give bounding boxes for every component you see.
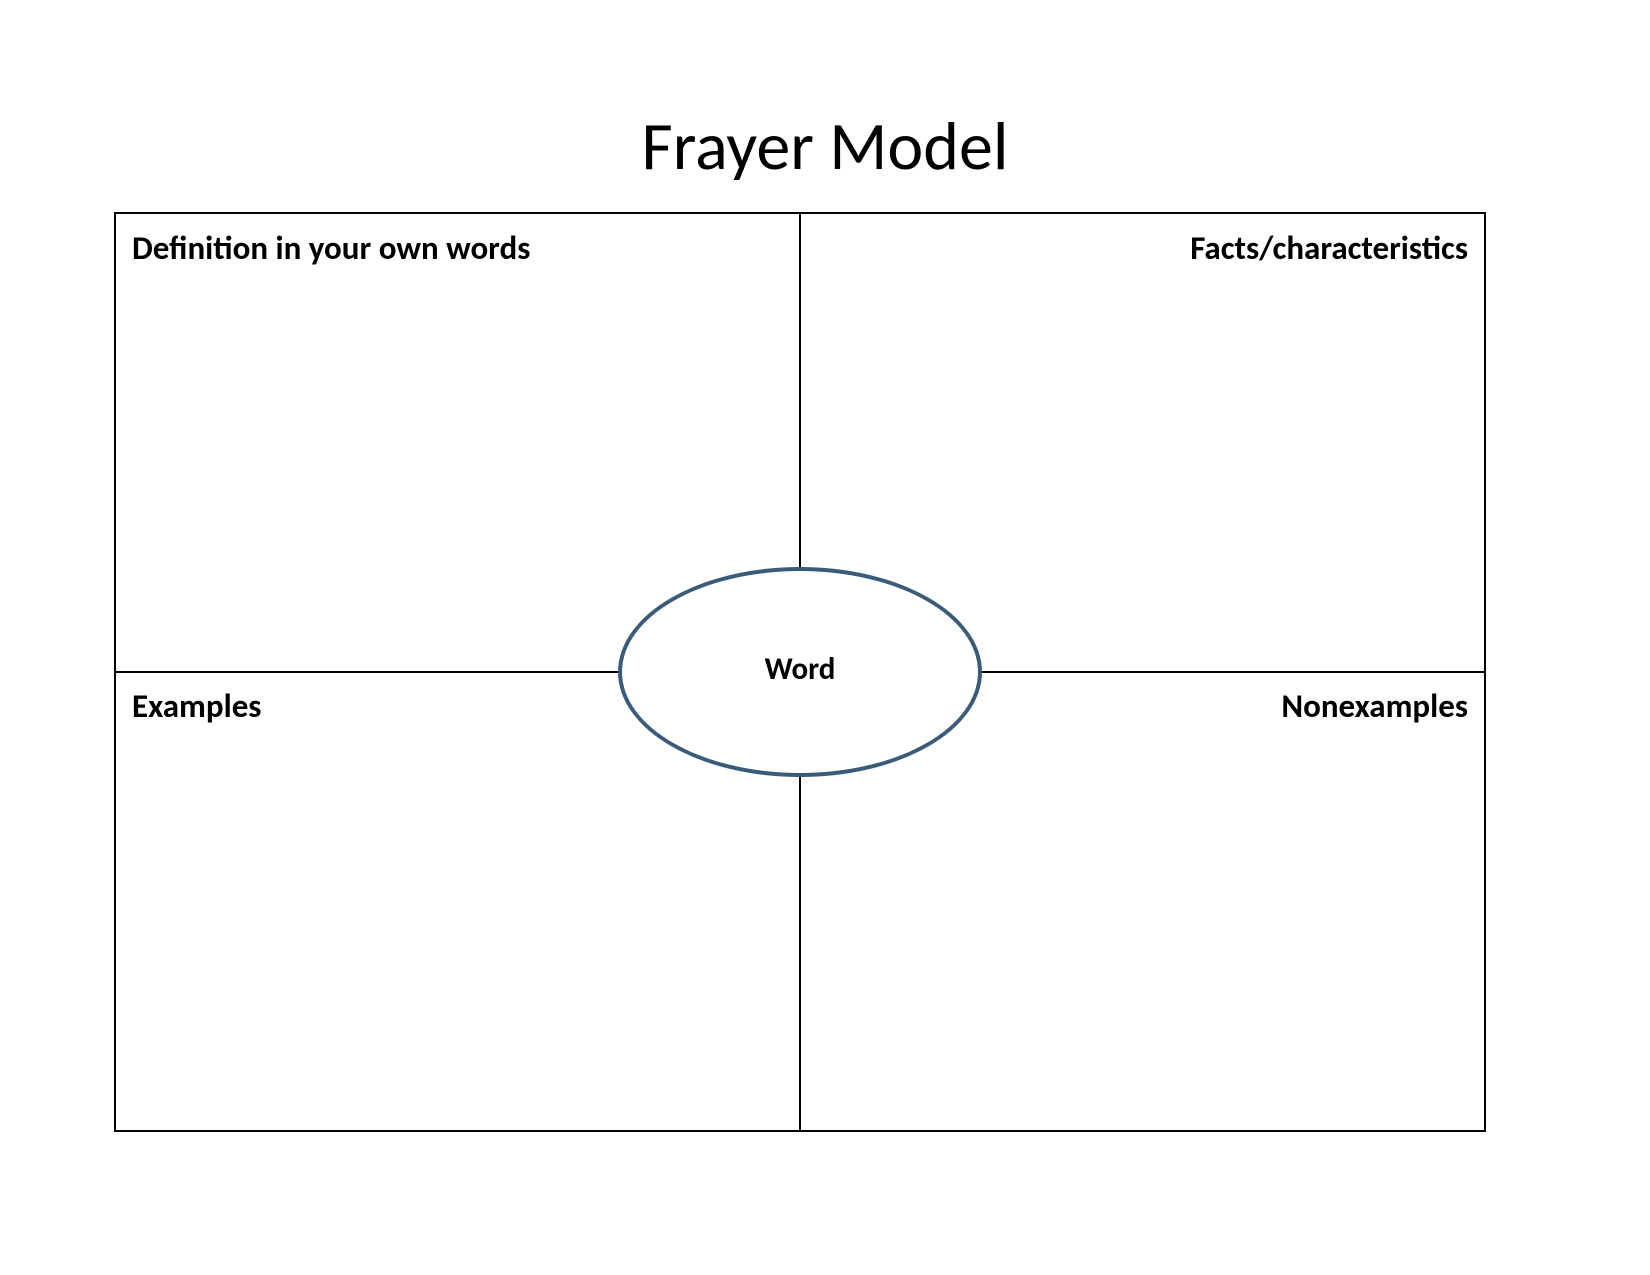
quadrant-label-nonexamples: Nonexamples (1281, 686, 1468, 726)
quadrant-label-examples: Examples (132, 686, 261, 726)
quadrant-label-facts: Facts/characteristics (1190, 228, 1468, 268)
center-oval: Word (618, 567, 982, 777)
quadrant-label-definition: Definition in your own words (132, 228, 530, 268)
diagram-title: Frayer Model (0, 105, 1650, 188)
center-word-label: Word (765, 650, 836, 688)
frayer-grid: Definition in your own words Facts/chara… (114, 212, 1486, 1132)
